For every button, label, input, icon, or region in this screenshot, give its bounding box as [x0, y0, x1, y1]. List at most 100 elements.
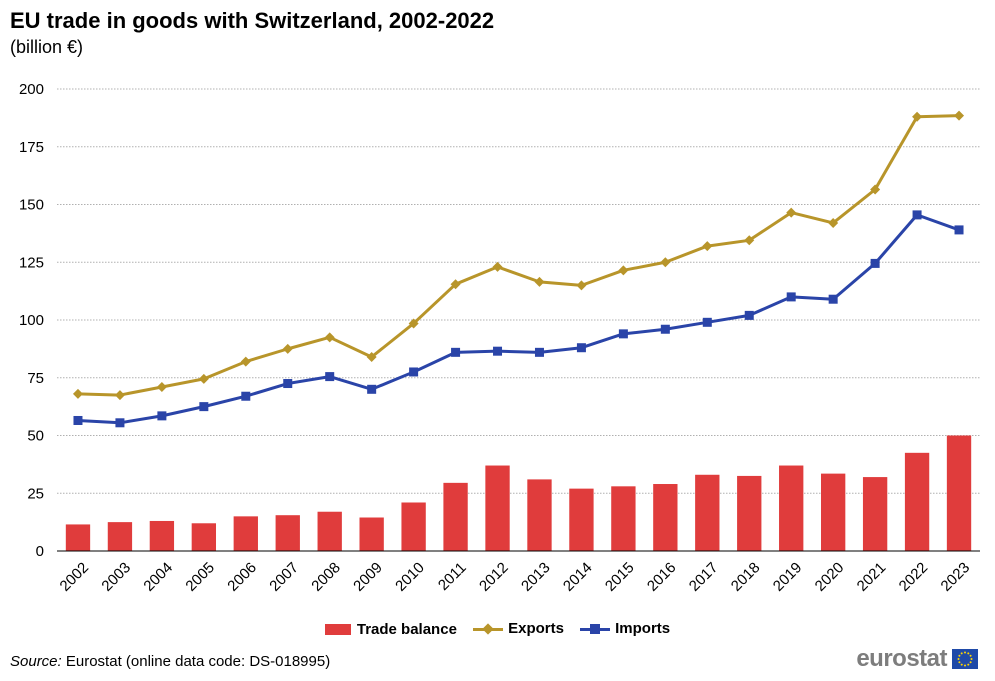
bar-trade-balance: [737, 475, 762, 551]
source-label: Source:: [10, 653, 62, 670]
y-tick-label: 100: [19, 312, 44, 329]
bar-trade-balance: [233, 516, 258, 551]
bar-trade-balance: [107, 522, 133, 551]
point-imports: [241, 391, 251, 401]
point-imports: [912, 210, 922, 220]
point-exports: [240, 356, 251, 367]
bar-trade-balance: [904, 452, 930, 551]
point-imports: [660, 324, 670, 334]
logo-text: eurostat: [856, 645, 947, 672]
bar-trade-balance: [149, 520, 175, 551]
x-tick-label: 2002: [57, 559, 93, 595]
point-exports: [870, 184, 881, 195]
source-text: Eurostat (online data code: DS-018995): [61, 653, 331, 670]
y-tick-label: 125: [19, 254, 44, 271]
x-tick-label: 2011: [435, 559, 470, 594]
bar-trade-balance: [65, 524, 91, 551]
point-imports: [534, 347, 544, 357]
x-tick-label: 2003: [98, 559, 134, 595]
y-tick-label: 150: [19, 197, 44, 214]
point-imports: [870, 258, 880, 268]
point-exports: [324, 332, 335, 343]
y-tick-label: 25: [27, 485, 44, 502]
bar-trade-balance: [401, 502, 426, 551]
line-imports: [77, 213, 960, 425]
x-tick-label: 2006: [224, 559, 260, 595]
line-exports: [77, 114, 960, 397]
y-tick-label: 200: [19, 81, 44, 98]
point-exports: [198, 373, 209, 384]
point-exports: [114, 390, 125, 401]
point-imports: [828, 294, 838, 304]
legend-label-imports: Imports: [615, 620, 671, 637]
legend-item-trade-balance: Trade balance: [324, 620, 457, 638]
x-tick-label: 2021: [854, 559, 890, 595]
x-tick-label: 2007: [266, 559, 302, 595]
chart-subtitle: (billion €): [10, 37, 84, 57]
point-imports: [199, 402, 209, 412]
eurostat-logo: eurostat: [856, 645, 978, 673]
point-imports: [325, 372, 335, 382]
y-tick-label: 75: [27, 370, 44, 387]
x-tick-label: 2018: [728, 559, 764, 595]
bar-trade-balance: [317, 511, 342, 551]
legend-label-trade-balance: Trade balance: [356, 620, 457, 638]
x-tick-label: 2017: [686, 559, 722, 595]
point-exports: [534, 276, 545, 287]
legend-swatch-exports: [473, 622, 504, 635]
x-tick-label: 2013: [518, 559, 554, 595]
x-tick-label: 2020: [812, 559, 848, 595]
point-imports: [73, 415, 83, 425]
point-imports: [954, 225, 964, 235]
bar-trade-balance: [779, 465, 804, 551]
point-exports: [576, 280, 587, 291]
x-tick-label: 2022: [896, 559, 932, 595]
eu-flag-icon: [952, 649, 978, 669]
point-exports: [156, 381, 167, 392]
x-tick-label: 2010: [392, 559, 428, 595]
point-imports: [409, 367, 419, 377]
point-exports: [72, 388, 83, 399]
point-exports: [912, 111, 923, 122]
point-imports: [283, 379, 293, 389]
point-exports: [828, 217, 839, 228]
point-exports: [954, 110, 965, 121]
bar-trade-balance: [443, 482, 468, 551]
legend-label-exports: Exports: [508, 620, 564, 637]
x-tick-label: 2004: [140, 559, 176, 595]
point-imports: [367, 384, 377, 394]
legend-item-imports: Imports: [580, 620, 670, 637]
x-tick-label: 2023: [938, 559, 974, 595]
legend-swatch-trade-balance: [324, 623, 351, 635]
point-exports: [744, 235, 755, 246]
point-imports: [744, 310, 754, 320]
point-exports: [450, 279, 461, 290]
bar-trade-balance: [611, 486, 636, 551]
bar-trade-balance: [862, 477, 888, 551]
x-tick-label: 2012: [476, 559, 512, 595]
point-imports: [576, 343, 586, 353]
bar-trade-balance: [275, 515, 300, 551]
x-tick-label: 2016: [644, 559, 680, 595]
bar-trade-balance: [653, 484, 678, 551]
x-tick-label: 2009: [350, 559, 386, 595]
chart-title: EU trade in goods with Switzerland, 2002…: [10, 8, 495, 33]
point-imports: [702, 317, 712, 327]
bar-trade-balance: [820, 473, 846, 551]
legend-swatch-imports: [580, 623, 611, 635]
point-imports: [618, 329, 628, 339]
bar-trade-balance: [359, 517, 384, 551]
bar-trade-balance: [569, 488, 594, 551]
point-imports: [157, 411, 167, 421]
source-note: Source: Eurostat (online data code: DS-0…: [10, 653, 330, 670]
point-exports: [786, 207, 797, 218]
y-tick-label: 0: [36, 543, 44, 560]
point-imports: [451, 347, 461, 357]
x-tick-label: 2015: [602, 559, 638, 595]
bar-trade-balance: [485, 465, 510, 551]
x-tick-label: 2014: [560, 559, 596, 595]
bar-trade-balance: [695, 474, 720, 551]
point-exports: [366, 351, 377, 362]
bar-trade-balance: [191, 523, 217, 551]
x-tick-label: 2019: [770, 559, 806, 595]
